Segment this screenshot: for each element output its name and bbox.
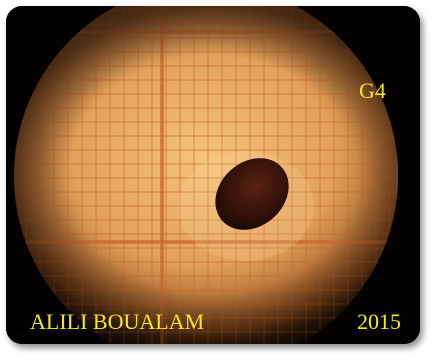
microscope-photo-frame: G4 ALILI BOUALAM 2015 [6,6,420,344]
author-label: ALILI BOUALAM [30,311,204,333]
sample-code-label: G4 [359,80,386,102]
year-label: 2015 [357,311,401,333]
microscope-field-view [6,6,420,344]
